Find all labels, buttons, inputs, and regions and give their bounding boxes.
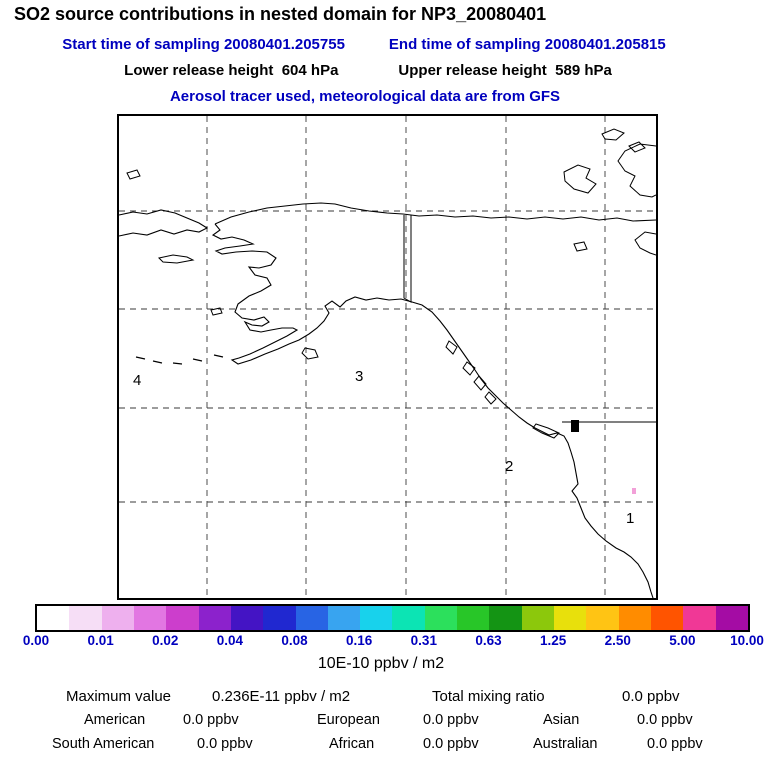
islands-aleutian [135, 354, 224, 365]
colorbar-cell [618, 606, 651, 630]
coastline-chukotka [119, 209, 209, 237]
islands-arctic [563, 128, 656, 256]
colorbar-tick-label: 1.25 [539, 633, 567, 648]
colorbar-cell [489, 606, 522, 630]
trace-concentration-pixel [632, 488, 636, 494]
colorbar-cell [198, 606, 231, 630]
map-region-number: 4 [133, 372, 142, 389]
sampling-times-line: Start time of sampling 20080401.205755 E… [0, 36, 748, 53]
colorbar-cell [360, 606, 393, 630]
start-time-text: Start time of sampling 20080401.205755 [62, 36, 345, 53]
colorbar-tick-label: 0.08 [281, 633, 308, 648]
map-region-number: 3 [355, 368, 364, 385]
colorbar-tick-label: 0.00 [22, 633, 50, 648]
colorbar-cell [327, 606, 361, 630]
colorbar-cell [69, 606, 102, 630]
colorbar-cell [166, 606, 199, 630]
colorbar-tick-label: 0.01 [87, 633, 114, 648]
colorbar-unit-label: 10E-10 ppbv / m2 [317, 655, 445, 672]
map-panel: 4 3 2 1 [117, 114, 658, 600]
region-south-american-value: 0.0 ppbv [197, 736, 253, 752]
receptor-marker [571, 420, 579, 432]
colorbar-cell [586, 606, 619, 630]
colorbar-cell [133, 606, 167, 630]
region-asian-value: 0.0 ppbv [637, 712, 693, 728]
colorbar-tick-label: 5.00 [669, 633, 696, 648]
total-mixing-ratio-label: Total mixing ratio [432, 688, 545, 705]
release-heights-line: Lower release height 604 hPa Upper relea… [0, 62, 752, 79]
colorbar-tick-label: 10.00 [730, 633, 764, 648]
colorbar-cell [424, 606, 458, 630]
max-value: 0.236E-11 ppbv / m2 [212, 688, 351, 705]
islands-southeast [445, 340, 560, 439]
colorbar-cell [521, 606, 554, 630]
colorbar-cell [715, 606, 748, 630]
total-mixing-ratio-value: 0.0 ppbv [622, 688, 680, 705]
region-american-value: 0.0 ppbv [183, 712, 239, 728]
colorbar-cell [683, 606, 716, 630]
colorbar-cell [295, 606, 328, 630]
region-european-label: European [317, 712, 380, 728]
region-american-label: American [84, 712, 146, 728]
islands-bering [126, 169, 319, 360]
map-canvas [119, 116, 656, 598]
colorbar-cell [37, 606, 70, 630]
plot-title: SO2 source contributions in nested domai… [14, 4, 547, 24]
colorbar-tick-label: 0.02 [152, 633, 179, 648]
lower-release-text: Lower release height 604 hPa [124, 62, 339, 79]
colorbar-cell [101, 606, 134, 630]
colorbar-ticks: 0.00 0.01 0.02 0.04 0.08 0.16 0.31 0.63 1.25 2.50… [23, 633, 764, 649]
map-region-number: 2 [505, 458, 514, 475]
colorbar-cell [457, 606, 490, 630]
colorbar-tick-label: 0.63 [475, 633, 502, 648]
tracer-text: Aerosol tracer used, meteorological data… [169, 88, 561, 105]
colorbar-cell [650, 606, 684, 630]
region-asian-label: Asian [543, 712, 580, 728]
region-european-value: 0.0 ppbv [423, 712, 479, 728]
colorbar-cell [230, 606, 264, 630]
colorbar-tick-label: 0.16 [346, 633, 373, 648]
coastline-pacific [211, 223, 654, 598]
region-african-value: 0.0 ppbv [423, 736, 479, 752]
max-value-label: Maximum value [66, 688, 172, 705]
colorbar [35, 604, 750, 632]
colorbar-tick-label: 2.50 [604, 633, 631, 648]
region-australian-value: 0.0 ppbv [647, 736, 703, 752]
colorbar-cell [392, 606, 425, 630]
region-african-label: African [329, 736, 375, 752]
political-borders [403, 215, 656, 423]
map-gridlines [119, 116, 656, 598]
colorbar-tick-label: 0.31 [410, 633, 437, 648]
colorbar-cells [37, 606, 748, 630]
upper-release-text: Upper release height 589 hPa [398, 62, 612, 79]
colorbar-cell [554, 606, 587, 630]
region-australian-label: Australian [533, 736, 598, 752]
colorbar-tick-label: 0.04 [216, 633, 244, 648]
coastline-arctic [214, 202, 656, 225]
colorbar-cell [263, 606, 296, 630]
map-region-number: 1 [626, 510, 635, 527]
tracer-info-line: Aerosol tracer used, meteorological data… [0, 88, 749, 105]
region-south-american-label: South American [52, 736, 155, 752]
end-time-text: End time of sampling 20080401.205815 [388, 36, 666, 53]
